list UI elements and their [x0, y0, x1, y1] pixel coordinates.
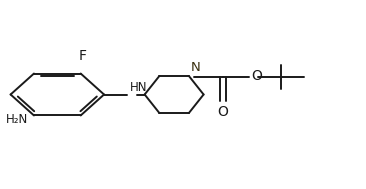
Text: O: O: [251, 69, 262, 83]
Text: HN: HN: [130, 81, 147, 94]
Text: N: N: [191, 61, 201, 74]
Text: F: F: [78, 49, 86, 63]
Text: H₂N: H₂N: [6, 113, 29, 126]
Text: O: O: [217, 105, 228, 119]
